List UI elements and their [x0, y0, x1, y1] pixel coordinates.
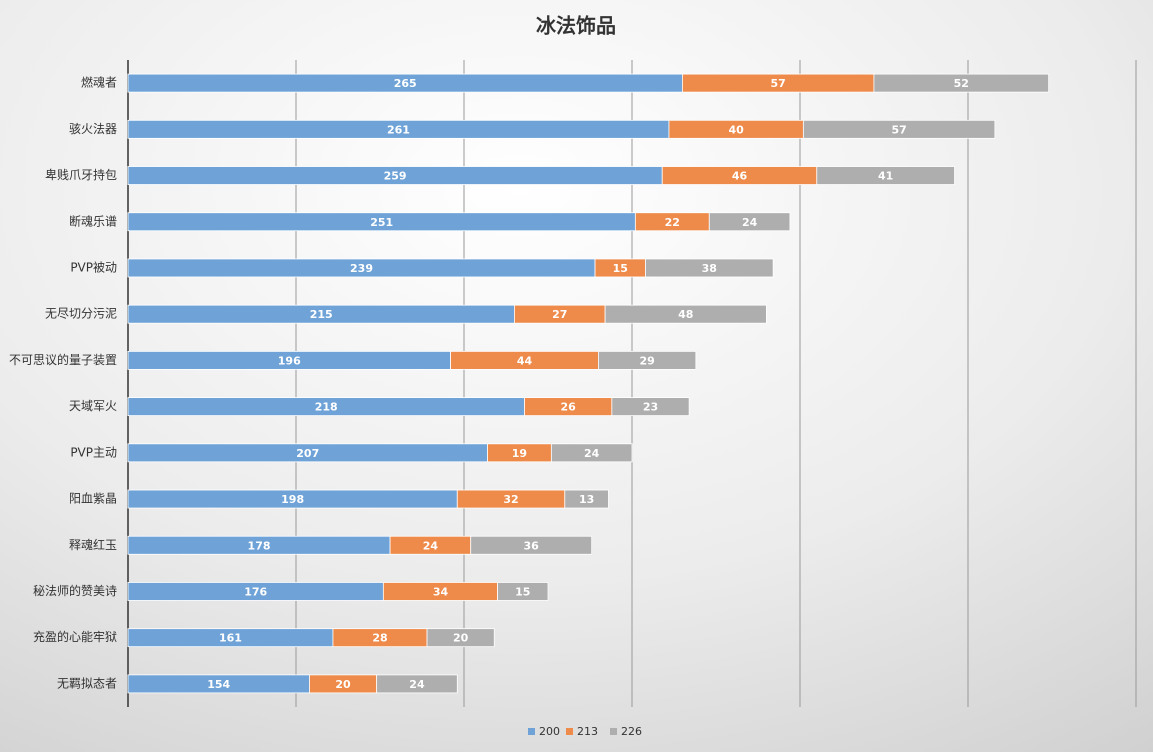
- data-label: 28: [372, 632, 387, 645]
- data-label: 36: [524, 539, 540, 552]
- data-label: 26: [561, 401, 577, 414]
- data-label: 24: [584, 447, 600, 460]
- bar-segment: [604, 304, 767, 324]
- y-tick-label: 释魂红玉: [69, 537, 117, 552]
- data-label: 48: [678, 308, 693, 321]
- chart-title: 冰法饰品: [536, 14, 616, 38]
- y-tick-label: 无尽切分污泥: [45, 307, 117, 321]
- legend-label: 226: [621, 725, 642, 738]
- legend-swatch: [528, 728, 535, 735]
- legend-swatch: [566, 728, 573, 735]
- y-tick-label: 不可思议的量子装置: [9, 352, 117, 367]
- y-tick-label: 阳血紫晶: [69, 492, 117, 506]
- bar-segment: [645, 258, 774, 278]
- data-label: 13: [579, 493, 594, 506]
- bar-segment: [564, 489, 609, 509]
- y-tick-label: 断魂乐谱: [69, 213, 117, 228]
- data-label: 24: [423, 539, 439, 552]
- y-tick-label: 卑贱爪牙持包: [45, 167, 117, 182]
- data-label: 32: [503, 493, 518, 506]
- data-label: 196: [278, 354, 301, 367]
- data-label: 27: [552, 308, 567, 321]
- data-label: 261: [387, 123, 410, 136]
- data-label: 29: [639, 354, 654, 367]
- data-label: 41: [878, 170, 893, 183]
- data-label: 259: [384, 170, 407, 183]
- data-label: 218: [315, 401, 338, 414]
- data-label: 23: [643, 401, 658, 414]
- data-label: 161: [219, 632, 242, 645]
- bar-segment: [816, 166, 955, 185]
- data-label: 265: [394, 77, 417, 90]
- bar-segment: [497, 582, 549, 601]
- bar-segment: [708, 212, 791, 232]
- bar-segment: [611, 397, 690, 417]
- data-label: 52: [954, 77, 969, 90]
- data-label: 251: [370, 216, 393, 229]
- data-label: 20: [453, 632, 469, 645]
- data-label: 38: [702, 262, 717, 275]
- y-tick-label: 无羁拟态者: [57, 676, 117, 690]
- bar-segment: [376, 674, 458, 694]
- y-tick-label: 充盈的心能牢狱: [33, 629, 117, 644]
- data-label: 198: [281, 493, 304, 506]
- data-label: 176: [244, 585, 267, 598]
- y-tick-label: 秘法师的赞美诗: [33, 583, 117, 598]
- data-label: 24: [409, 678, 425, 691]
- data-label: 20: [335, 678, 351, 691]
- data-label: 154: [207, 678, 230, 691]
- bar-segment: [598, 350, 697, 370]
- legend-label: 213: [577, 725, 598, 738]
- bar-segment: [470, 535, 593, 555]
- bar-segment: [802, 119, 996, 139]
- y-tick-label: 骇火法器: [69, 121, 117, 136]
- data-label: 15: [515, 585, 530, 598]
- data-label: 239: [350, 262, 373, 275]
- y-tick-label: PVP主动: [70, 445, 117, 459]
- legend-label: 200: [539, 725, 560, 738]
- y-tick-label: 燃魂者: [81, 75, 117, 90]
- data-label: 15: [613, 262, 628, 275]
- bar-segment: [873, 73, 1050, 93]
- data-label: 24: [742, 216, 758, 229]
- y-tick-label: PVP被动: [70, 260, 117, 274]
- data-label: 57: [891, 123, 906, 136]
- legend-swatch: [610, 728, 617, 735]
- data-label: 22: [665, 216, 680, 229]
- bar-segment: [426, 628, 495, 648]
- data-label: 215: [310, 308, 333, 321]
- data-label: 57: [771, 77, 786, 90]
- data-label: 207: [296, 447, 319, 460]
- data-label: 19: [512, 447, 527, 460]
- bar-segment: [550, 443, 633, 463]
- data-label: 44: [517, 354, 533, 367]
- data-label: 46: [732, 170, 748, 183]
- data-label: 40: [729, 123, 745, 136]
- y-tick-label: 天域军火: [69, 399, 117, 413]
- data-label: 34: [433, 585, 449, 598]
- data-label: 178: [248, 539, 271, 552]
